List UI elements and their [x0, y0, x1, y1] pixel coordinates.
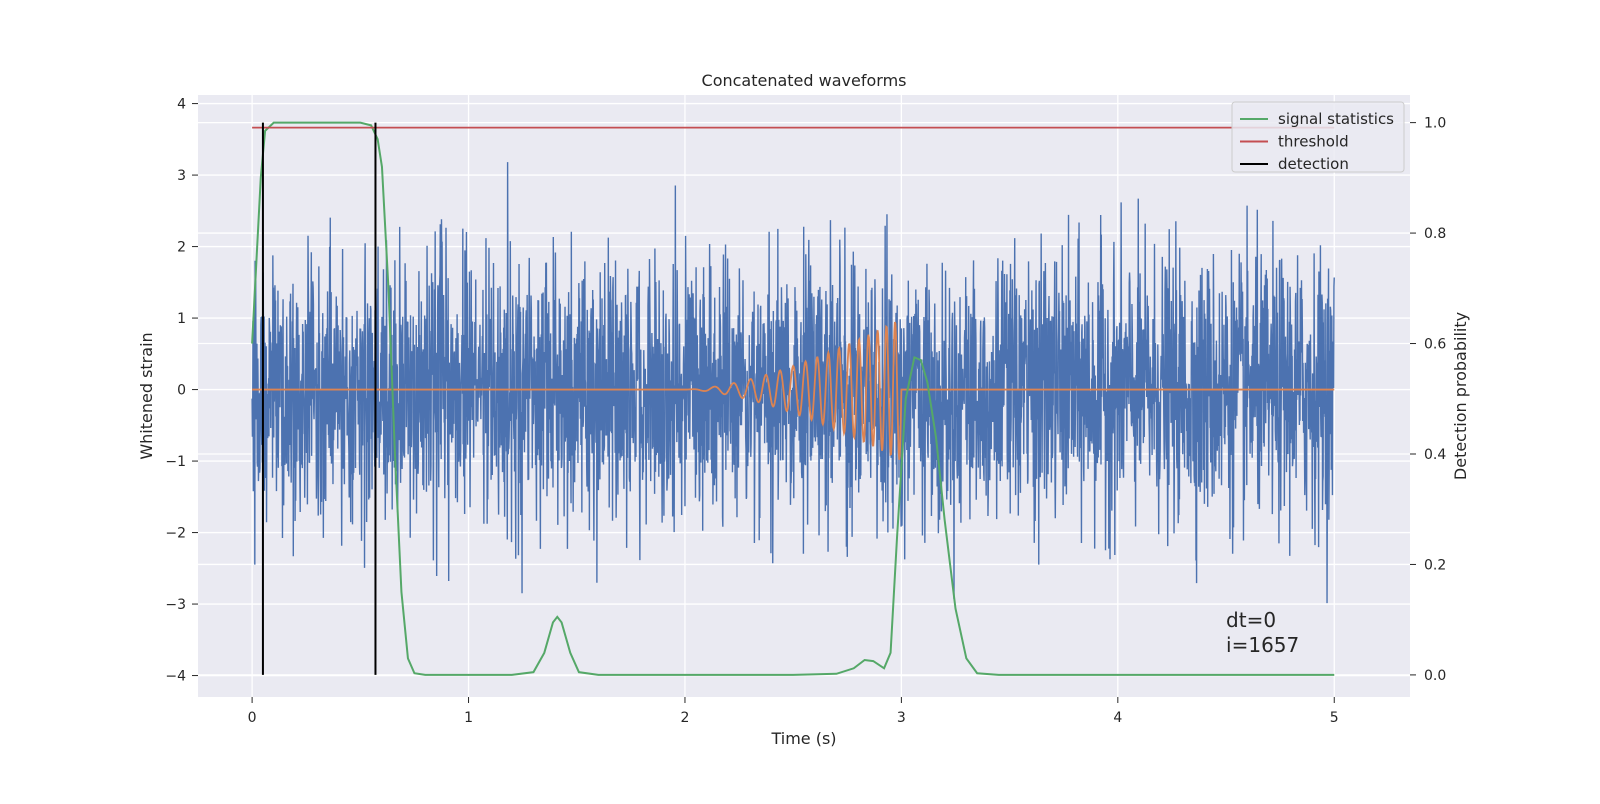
y-axis-right-label: Detection probability [1451, 312, 1470, 480]
y-left-tick-label: −1 [165, 454, 186, 470]
axes-layer: 0 1 2 3 4 5 −4 −3 −2 −1 0 1 2 3 4 0.0 0.2 0.4 0.6 0.8 1.0 [165, 97, 1446, 726]
y-axis-left-label: Whitened strain [137, 332, 156, 459]
y-left-tick-label: 1 [177, 311, 186, 327]
legend-label-threshold: threshold [1278, 133, 1349, 151]
series-noise-line [251, 162, 1335, 604]
annotation-dt: dt=0 [1226, 608, 1276, 632]
y-left-tick-label: 2 [177, 240, 186, 256]
legend-label-detection: detection [1278, 155, 1349, 173]
y-right-tick-label: 0.8 [1424, 226, 1446, 242]
x-tick-label: 2 [681, 710, 690, 726]
x-tick-label: 4 [1113, 710, 1122, 726]
legend-box [1231, 101, 1405, 173]
y-left-tick-label: 3 [177, 168, 186, 184]
chart-title: Concatenated waveforms [702, 71, 907, 90]
series-layer [251, 121, 1335, 676]
x-axis-label: Time (s) [770, 729, 836, 748]
y-right-tick-label: 0.4 [1424, 447, 1446, 463]
y-left-tick-label: −3 [165, 597, 186, 613]
legend-label-signal-statistics: signal statistics [1278, 110, 1394, 128]
y-right-tick-label: 1.0 [1424, 116, 1446, 132]
x-tick-label: 1 [464, 710, 473, 726]
y-right-tick-label: 0.2 [1424, 557, 1446, 573]
y-right-tick-label: 0.0 [1424, 668, 1446, 684]
y-left-tick-label: −4 [165, 669, 186, 685]
series-chirp-line [252, 321, 1335, 460]
legend: signal statistics threshold detection [1231, 101, 1405, 173]
series-signal-statistics-line [251, 121, 1335, 676]
y-right-tick-label: 0.6 [1424, 337, 1446, 353]
y-left-tick-label: 4 [177, 97, 186, 113]
y-left-tick-label: −2 [165, 526, 186, 542]
x-tick-label: 3 [897, 710, 906, 726]
x-tick-label: 0 [248, 710, 257, 726]
x-tick-label: 5 [1330, 710, 1339, 726]
y-left-tick-label: 0 [177, 383, 186, 399]
annotation-index: i=1657 [1226, 633, 1299, 657]
